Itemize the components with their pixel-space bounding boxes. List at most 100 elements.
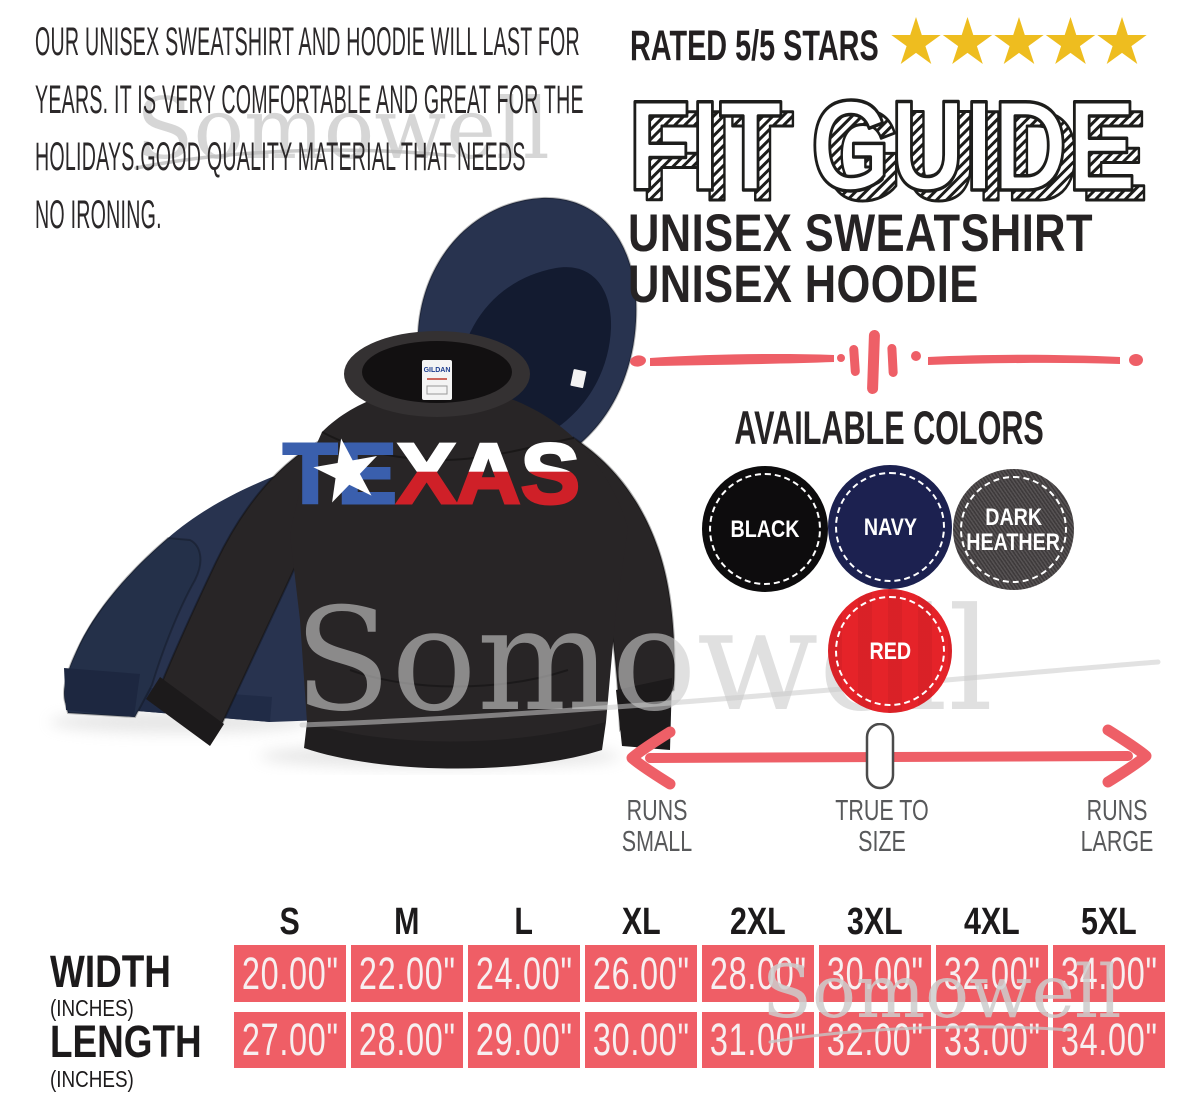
hoodie-cuff: [64, 668, 140, 717]
size-cell-value: 30.00": [592, 1014, 690, 1065]
size-header-cell: 3XL: [819, 901, 931, 943]
texas-print: TEXAS: [282, 426, 582, 524]
size-header-cell: M: [351, 901, 463, 943]
rating-label: RATED 5/5 STARS: [630, 22, 879, 70]
fit-scale-label-true-to-size: TRUE TO SIZE: [812, 796, 952, 857]
size-cell: 32.00": [936, 945, 1048, 1002]
texas-print-xas: XAS: [397, 427, 580, 522]
size-header-cell: L: [468, 901, 580, 943]
size-header-label: 3XL: [847, 901, 903, 943]
size-header-label: 2XL: [730, 901, 786, 943]
brand-tag-text: GILDAN: [424, 367, 451, 374]
fit-scale-label-runs-large: RUNS LARGE: [1047, 796, 1187, 857]
fit-scale-label-line: SIZE: [858, 825, 906, 858]
size-cell-value: 32.00": [943, 947, 1041, 999]
size-cell: 20.00": [234, 945, 346, 1002]
fit-scale-label-line: SMALL: [621, 825, 693, 858]
size-cell-value: 34.00": [1060, 1014, 1158, 1065]
fit-scale-label-line: LARGE: [1080, 825, 1154, 858]
size-cell: 24.00": [468, 945, 580, 1002]
watermark-bottom: Somowell: [762, 950, 1122, 1035]
product-subtitle-sweatshirt: UNISEX SWEATSHIRT: [628, 204, 1093, 263]
shoulder-seam: [321, 431, 575, 462]
size-cell: 28.00": [702, 945, 814, 1002]
row-unit-width: (INCHES): [50, 995, 134, 1021]
color-swatch-red: RED: [828, 589, 952, 713]
lone-star-icon: [313, 438, 377, 503]
true-to-size-marker: [865, 723, 895, 790]
size-cell: 29.00": [468, 1012, 580, 1068]
arrow-right-head: [1102, 724, 1152, 788]
size-cell: 30.00": [585, 1012, 697, 1068]
size-cell-value: 28.00": [358, 1014, 456, 1065]
row-label-width: WIDTH: [50, 946, 171, 997]
size-header-label: 5XL: [1081, 901, 1137, 943]
size-cell-value: 22.00": [358, 947, 456, 999]
color-swatch-black: BLACK: [702, 466, 828, 592]
size-header-label: L: [514, 901, 534, 943]
swatch-label: HEATHER: [966, 528, 1061, 556]
product-subtitle-hoodie: UNISEX HOODIE: [628, 255, 979, 314]
size-header-cell: 2XL: [702, 901, 814, 943]
size-cell-value: 34.00": [1060, 947, 1158, 999]
size-cell: 26.00": [585, 945, 697, 1002]
swatch-label: BLACK: [730, 515, 800, 543]
size-header-cell: 4XL: [936, 901, 1048, 943]
hood-tag: [570, 369, 587, 389]
size-header-label: M: [394, 901, 420, 943]
fit-scale-label-line: RUNS: [1086, 795, 1148, 827]
fit-scale-label-line: TRUE TO: [835, 795, 929, 827]
star-icon: [891, 17, 941, 64]
size-header-label: 4XL: [964, 901, 1020, 943]
star-icon: [1097, 17, 1147, 64]
fit-scale-arrow: [626, 723, 1152, 790]
star-icon: [942, 17, 993, 64]
sweatshirt-hem: [304, 722, 606, 769]
swatch-label: DARK: [985, 503, 1042, 531]
size-header-label: XL: [621, 901, 661, 943]
description-line: NO IRONING.: [35, 192, 162, 237]
size-cell: 28.00": [351, 1012, 463, 1068]
description-line: HOLIDAYS.GOOD QUALITY MATERIAL THAT NEED…: [35, 135, 526, 179]
star-icon: [994, 17, 1044, 64]
size-cell: 27.00": [234, 1012, 346, 1068]
color-swatch-navy: NAVY: [828, 465, 952, 589]
size-cell-value: 30.00": [826, 947, 924, 999]
fit-guide-title-front: FIT GUIDE: [628, 75, 1136, 216]
row-label-length: LENGTH: [50, 1016, 202, 1067]
star-rating: [891, 17, 1147, 64]
size-header-cell: XL: [585, 901, 697, 943]
svg-text:TEXAS: TEXAS: [283, 427, 580, 522]
description-text: OUR UNISEX SWEATSHIRT AND HOODIE WILL LA…: [35, 14, 1155, 244]
size-cell-value: 27.00": [241, 1014, 339, 1065]
description-line: OUR UNISEX SWEATSHIRT AND HOODIE WILL LA…: [35, 20, 580, 64]
fit-scale-label-runs-small: RUNS SMALL: [587, 796, 727, 857]
size-cell: 30.00": [819, 945, 931, 1002]
size-cell-value: 24.00": [475, 947, 573, 999]
swatch-label: RED: [869, 637, 911, 665]
size-cell-value: 28.00": [709, 947, 807, 999]
size-cell: 34.00": [1053, 945, 1165, 1002]
size-cell: 22.00": [351, 945, 463, 1002]
divider-ornament: [630, 330, 1143, 395]
sweatshirt-left-cuff: [146, 677, 224, 746]
description-line: YEARS. IT IS VERY COMFORTABLE AND GREAT …: [35, 77, 584, 122]
arrow-left-head: [626, 726, 676, 790]
brand-tag: GILDAN: [422, 360, 452, 400]
size-header-label: S: [279, 901, 301, 943]
available-colors-heading: AVAILABLE COLORS: [734, 401, 1044, 454]
color-swatch-dark-heather: DARK HEATHER: [953, 469, 1074, 590]
swatch-label: NAVY: [863, 513, 917, 541]
size-cell: 34.00": [1053, 1012, 1165, 1068]
row-unit-length: (INCHES): [50, 1066, 134, 1092]
size-cell-value: 26.00": [592, 947, 690, 999]
size-header-cell: 5XL: [1053, 901, 1165, 943]
size-header-cell: S: [234, 901, 346, 943]
star-icon: [1045, 17, 1096, 64]
fit-scale-label-line: RUNS: [626, 795, 688, 827]
fit-guide-title: FIT GUIDE FIT GUIDE: [626, 74, 1149, 216]
size-cell-value: 20.00": [241, 947, 339, 999]
fit-guide-title-shadow: FIT GUIDE: [640, 85, 1148, 216]
size-cell-value: 29.00": [475, 1014, 573, 1065]
